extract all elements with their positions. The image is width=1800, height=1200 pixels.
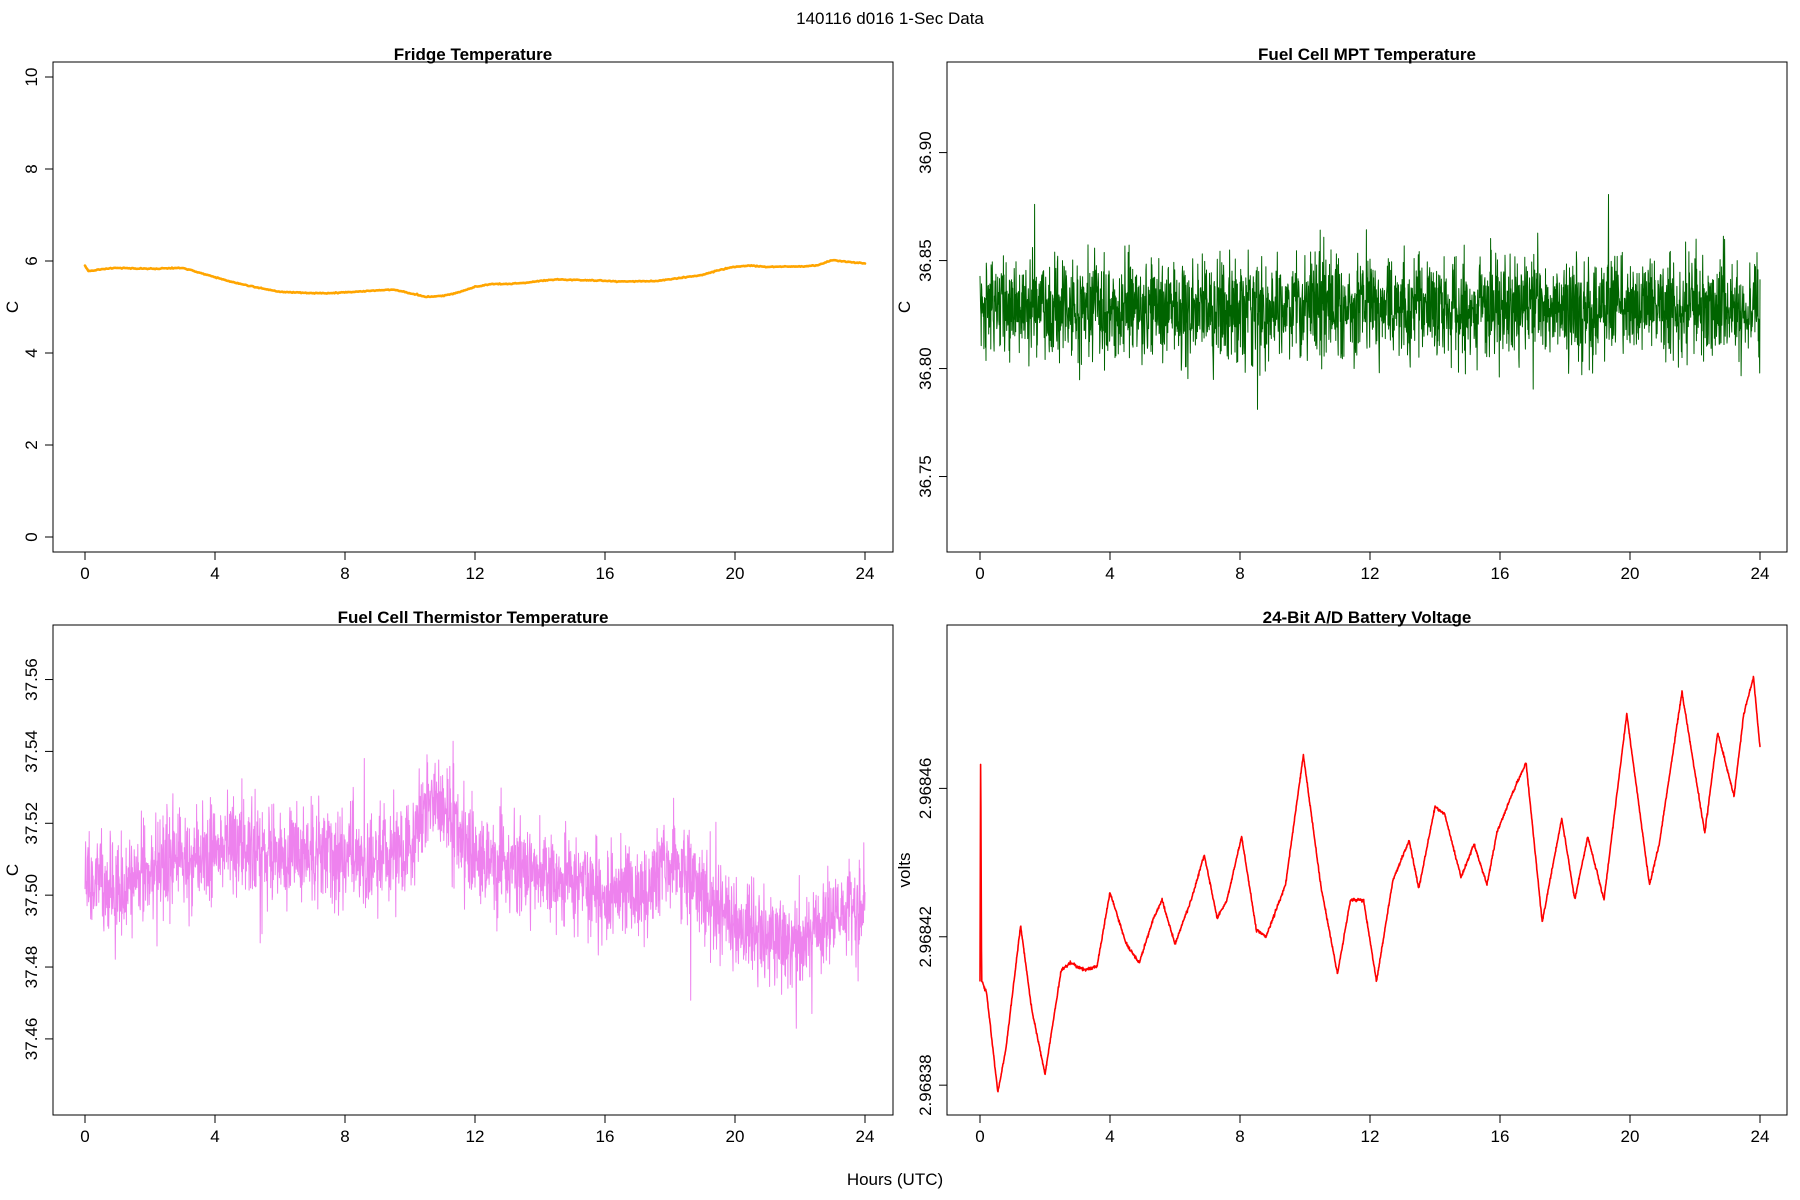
panel-title: Fridge Temperature bbox=[394, 45, 552, 64]
series-group bbox=[979, 675, 1761, 1093]
panel-title: 24-Bit A/D Battery Voltage bbox=[1263, 608, 1472, 627]
x-tick-label: 16 bbox=[596, 564, 615, 583]
x-tick-label: 8 bbox=[1235, 564, 1244, 583]
series-group bbox=[83, 258, 867, 299]
series-group bbox=[84, 740, 866, 1029]
x-tick-label: 12 bbox=[1361, 1127, 1380, 1146]
x-tick-label: 20 bbox=[1621, 564, 1640, 583]
x-tick-label: 12 bbox=[1361, 564, 1380, 583]
series-group bbox=[979, 194, 1761, 410]
x-axis: 0 4 8 12 16 20 24 bbox=[975, 551, 1770, 583]
x-tick-label: 24 bbox=[856, 564, 875, 583]
x-tick-label: 20 bbox=[726, 1127, 745, 1146]
y-tick-label: 37.48 bbox=[22, 946, 41, 989]
figure-title: 140116 d016 1-Sec Data bbox=[796, 9, 984, 28]
y-tick-label: 10 bbox=[22, 68, 41, 87]
y-axis-label: volts bbox=[895, 853, 914, 888]
y-axis-label: C bbox=[3, 864, 22, 876]
panel-battery-voltage: 24-Bit A/D Battery Voltage volts 0 4 8 12 16… bbox=[895, 608, 1788, 1146]
y-axis-label: C bbox=[895, 301, 914, 313]
x-axis: 0 4 8 12 16 20 24 bbox=[975, 1114, 1770, 1146]
x-tick-label: 20 bbox=[726, 564, 745, 583]
y-axis: 2.96838 2.96842 2.96846 bbox=[916, 758, 948, 1116]
plot-frame bbox=[52, 61, 894, 553]
x-tick-label: 20 bbox=[1621, 1127, 1640, 1146]
y-tick-label: 8 bbox=[22, 164, 41, 173]
x-tick-label: 24 bbox=[1751, 1127, 1770, 1146]
x-tick-label: 0 bbox=[80, 1127, 89, 1146]
y-tick-label: 36.80 bbox=[916, 347, 935, 390]
y-tick-label: 36.85 bbox=[916, 239, 935, 282]
x-tick-label: 8 bbox=[340, 564, 349, 583]
x-tick-label: 24 bbox=[856, 1127, 875, 1146]
x-tick-label: 0 bbox=[975, 564, 984, 583]
y-tick-label: 2 bbox=[22, 440, 41, 449]
x-tick-label: 4 bbox=[1105, 1127, 1114, 1146]
x-tick-label: 4 bbox=[210, 1127, 219, 1146]
series-line bbox=[83, 258, 867, 299]
y-tick-label: 4 bbox=[22, 348, 41, 357]
y-tick-label: 37.56 bbox=[22, 658, 41, 701]
series-line bbox=[84, 740, 866, 1029]
y-axis: 36.75 36.80 36.85 36.90 bbox=[916, 131, 948, 498]
panel-title: Fuel Cell Thermistor Temperature bbox=[338, 608, 609, 627]
y-axis: 37.46 37.48 37.50 37.52 37.54 37.56 bbox=[22, 658, 54, 1061]
y-tick-label: 36.75 bbox=[916, 455, 935, 498]
y-tick-label: 37.46 bbox=[22, 1018, 41, 1061]
series-line bbox=[979, 675, 1761, 1093]
y-tick-label: 2.96842 bbox=[916, 906, 935, 967]
figure-xlabel: Hours (UTC) bbox=[847, 1170, 943, 1189]
x-tick-label: 24 bbox=[1751, 564, 1770, 583]
y-tick-label: 37.50 bbox=[22, 874, 41, 917]
x-axis: 0 4 8 12 16 20 24 bbox=[80, 1114, 875, 1146]
plot-frame bbox=[946, 624, 1788, 1116]
x-tick-label: 4 bbox=[210, 564, 219, 583]
x-tick-label: 0 bbox=[80, 564, 89, 583]
y-axis-label: C bbox=[3, 301, 22, 313]
series-line bbox=[979, 194, 1761, 410]
x-tick-label: 16 bbox=[596, 1127, 615, 1146]
y-tick-label: 36.90 bbox=[916, 131, 935, 174]
x-tick-label: 0 bbox=[975, 1127, 984, 1146]
panel-fuel-cell-thermistor-temperature: Fuel Cell Thermistor Temperature C 0 4 8 12… bbox=[3, 608, 894, 1146]
y-tick-label: 37.54 bbox=[22, 730, 41, 773]
y-tick-label: 2.96838 bbox=[916, 1054, 935, 1115]
x-tick-label: 8 bbox=[1235, 1127, 1244, 1146]
panel-title: Fuel Cell MPT Temperature bbox=[1258, 45, 1476, 64]
x-tick-label: 12 bbox=[466, 564, 485, 583]
x-tick-label: 8 bbox=[340, 1127, 349, 1146]
x-axis: 0 4 8 12 16 20 24 bbox=[80, 551, 875, 583]
x-tick-label: 12 bbox=[466, 1127, 485, 1146]
y-tick-label: 2.96846 bbox=[916, 758, 935, 819]
x-tick-label: 16 bbox=[1491, 1127, 1510, 1146]
y-axis: 0 2 4 6 8 10 bbox=[22, 68, 54, 542]
panel-fuel-cell-mpt-temperature: Fuel Cell MPT Temperature C 0 4 8 12 16 20 24 … bbox=[895, 45, 1788, 583]
y-tick-label: 0 bbox=[22, 532, 41, 541]
x-tick-label: 16 bbox=[1491, 564, 1510, 583]
y-tick-label: 6 bbox=[22, 256, 41, 265]
y-tick-label: 37.52 bbox=[22, 802, 41, 845]
x-tick-label: 4 bbox=[1105, 564, 1114, 583]
